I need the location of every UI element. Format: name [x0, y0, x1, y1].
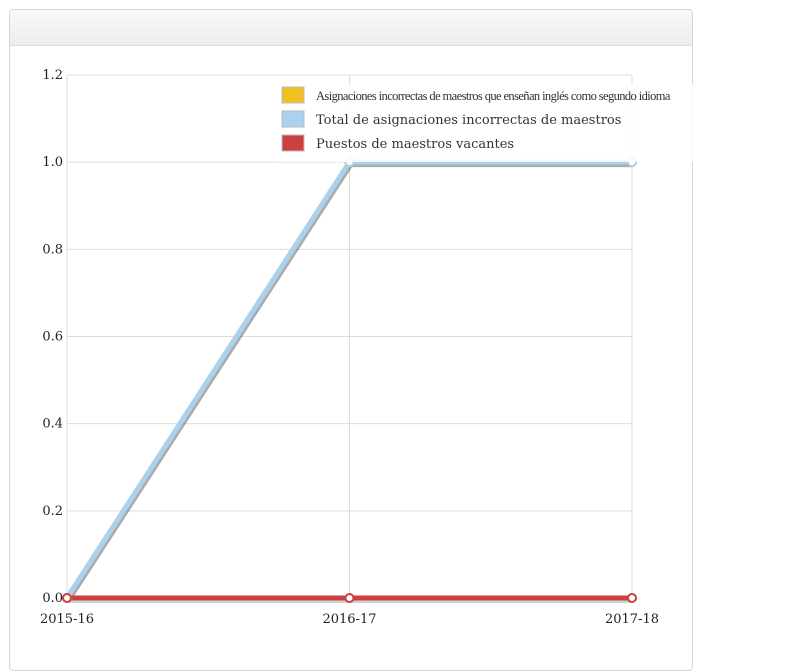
y-tick-label: 1.2 [42, 68, 63, 83]
legend-swatch [281, 86, 305, 104]
data-point [627, 593, 637, 603]
y-tick-label: 0.6 [42, 330, 63, 345]
legend-label: Puestos de maestros vacantes [316, 137, 514, 152]
x-tick-label: 2015-16 [40, 612, 94, 627]
y-axis-ticks: 0.0 0.2 0.4 0.6 0.8 1.0 1.2 [42, 68, 63, 606]
x-axis-ticks: 2015-16 2016-17 2017-18 [40, 612, 659, 627]
line-chart: 0.0 0.2 0.4 0.6 0.8 1.0 1.2 2015-16 2016-17 2017… [39, 68, 801, 627]
legend-label: Total de asignaciones incorrectas de mae… [316, 113, 621, 128]
series-line-shadow [65, 161, 633, 602]
panel-header [10, 10, 692, 46]
y-tick-label: 0.2 [42, 504, 63, 519]
y-tick-label: 0.8 [42, 242, 63, 257]
legend-box [279, 84, 801, 162]
y-tick-label: 1.0 [42, 155, 63, 170]
y-tick-label: 0.0 [42, 591, 63, 606]
legend: Asignaciones incorrectas de maestros que… [279, 84, 801, 162]
data-point [344, 593, 355, 603]
legend-swatch [281, 110, 305, 128]
series-line-shadow [65, 161, 633, 602]
x-tick-label: 2016-17 [322, 612, 376, 627]
y-tick-label: 0.4 [42, 417, 63, 432]
x-tick-label: 2017-18 [605, 612, 659, 627]
legend-label: Asignaciones incorrectas de maestros que… [316, 89, 671, 103]
data-point [62, 593, 72, 603]
legend-swatch [281, 134, 305, 152]
